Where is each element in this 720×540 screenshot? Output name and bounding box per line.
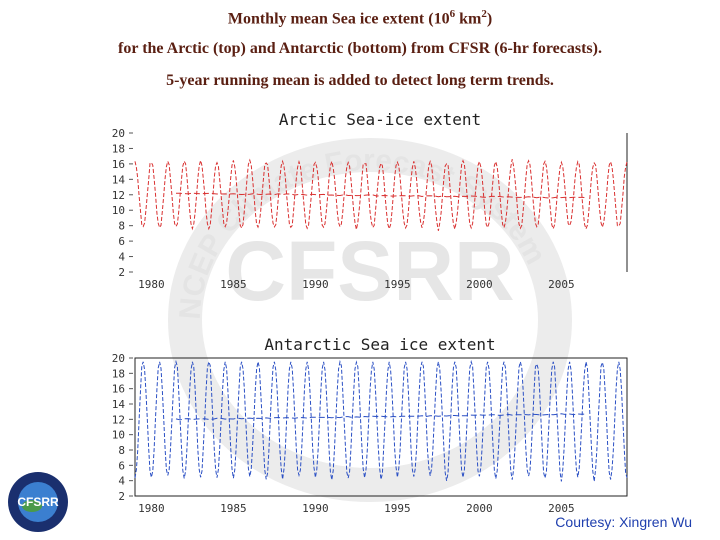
series-running-mean: [175, 413, 587, 421]
y-tick-label: 14: [112, 398, 126, 411]
y-tick-label: 6: [118, 459, 125, 472]
x-tick-label: 2005: [548, 278, 575, 291]
x-tick-label: 1985: [220, 278, 247, 291]
cfsrr-watermark: NCEP Climate Forecast System CFSRR: [168, 138, 572, 502]
title-line-2: for the Arctic (top) and Antarctic (bott…: [118, 40, 602, 57]
x-tick-label: 1985: [220, 502, 247, 515]
chart-panel-antarctic: Antarctic Sea ice extent 20 18 16 14 12 10 8 6 4 2…: [112, 335, 628, 515]
y-tick-label: 8: [118, 220, 125, 233]
y-tick-label: 2: [118, 266, 125, 279]
title-sup-square: 2: [481, 8, 487, 20]
watermark-ring: [168, 138, 572, 502]
title-prefix: Monthly mean Sea ice extent (10: [227, 10, 450, 28]
chart-panel-arctic: Arctic Sea-ice extent 20 18 16 14 12 10 8 6 4 2 198…: [112, 110, 628, 291]
x-tick-label: 2000: [466, 502, 493, 515]
y-tick-label: 12: [112, 413, 125, 426]
title-mid: km: [455, 10, 482, 28]
y-tick-label: 18: [112, 142, 125, 155]
series-monthly-mean: [134, 359, 628, 482]
watermark-text: CFSRR: [225, 224, 514, 318]
y-tick-label: 14: [112, 173, 126, 186]
y-tick-label: 4: [118, 475, 125, 488]
y-tick-label: 12: [112, 189, 125, 202]
title-sup-exponent: 6: [449, 8, 456, 20]
x-tick-label: 1980: [138, 278, 165, 291]
y-tick-label: 16: [112, 383, 125, 396]
x-tick-label: 1995: [384, 502, 411, 515]
series-running-mean: [175, 192, 587, 199]
y-tick-label: 18: [112, 367, 125, 380]
x-tick-label: 2000: [466, 278, 493, 291]
plot-frame: [134, 357, 628, 497]
logo-land: [22, 500, 42, 512]
title-line-3: 5-year running mean is added to detect l…: [166, 72, 554, 89]
x-tick-label: 1990: [302, 278, 329, 291]
y-tick-label: 8: [118, 444, 125, 457]
y-tick-label: 4: [118, 251, 125, 264]
credit-text: Courtesy: Xingren Wu: [555, 514, 692, 530]
title-line-1: Monthly mean Sea ice extent (106 km2): [0, 8, 720, 28]
y-tick-label: 10: [112, 429, 125, 442]
x-tick-label: 2005: [548, 502, 575, 515]
y-tick-label: 10: [112, 204, 125, 217]
y-tick-label: 20: [112, 127, 125, 140]
logo-text: CFSRR: [17, 495, 59, 509]
chart-title: Antarctic Sea ice extent: [264, 335, 495, 354]
series-monthly-mean: [134, 158, 628, 231]
x-tick-label: 1980: [138, 502, 165, 515]
y-tick-label: 6: [118, 235, 125, 248]
y-tick-label: 20: [112, 352, 125, 365]
x-tick-label: 1990: [302, 502, 329, 515]
x-tick-label: 1995: [384, 278, 411, 291]
title-suffix: ): [486, 10, 493, 28]
y-tick-label: 2: [118, 490, 125, 503]
y-tick-label: 16: [112, 158, 125, 171]
cfsrr-logo: CFSRR: [8, 472, 68, 532]
chart-title: Arctic Sea-ice extent: [279, 110, 481, 129]
